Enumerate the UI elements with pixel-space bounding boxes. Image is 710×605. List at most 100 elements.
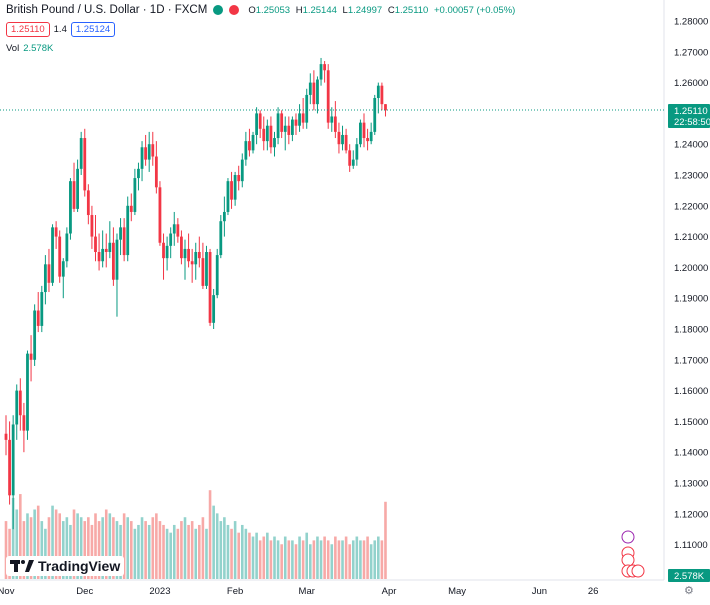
volume-bar (176, 528, 180, 579)
volume-bar (19, 494, 22, 579)
brand-name: TradingView (38, 558, 121, 574)
y-tick-label: 1.21000 (674, 232, 708, 243)
candle-body (294, 119, 298, 126)
volume-bar (301, 540, 305, 579)
candle-body (180, 236, 183, 259)
volume-bar (330, 544, 334, 579)
candle-body (240, 159, 244, 182)
volume-bar (165, 528, 169, 579)
candle-body (151, 144, 155, 157)
tradingview-logo[interactable]: TradingView (6, 556, 125, 576)
price-axis-panel (664, 0, 710, 600)
candle-body (341, 134, 344, 145)
candle-body (72, 181, 76, 209)
earnings-icon (621, 530, 635, 544)
volume-bar (362, 540, 366, 579)
y-tick-label: 1.12000 (674, 509, 708, 520)
candle-body (255, 113, 258, 135)
candle-body (79, 138, 83, 169)
low-label: L (342, 4, 348, 16)
candle-body (197, 252, 201, 259)
high-value: 1.25144 (302, 4, 337, 16)
candle-body (308, 82, 312, 95)
volume-bar (61, 521, 65, 579)
volume-bar (87, 517, 90, 579)
volume-badge (668, 569, 710, 582)
sell-button[interactable]: 1.25110 (6, 22, 50, 37)
candle-body (58, 236, 62, 277)
volume-bar (115, 521, 119, 579)
candle-body (108, 242, 112, 252)
volume-bar (180, 521, 183, 579)
volume-legend[interactable]: Vol 2.578K (6, 43, 53, 54)
y-tick-label: 1.14000 (674, 448, 708, 459)
volume-bar (112, 517, 115, 579)
volume-bar (369, 544, 373, 579)
candle-body (248, 141, 251, 151)
volume-bar (223, 517, 226, 579)
candle-body (291, 119, 294, 135)
candle-body (22, 415, 26, 431)
gear-icon[interactable]: ⚙ (684, 585, 694, 597)
candle-body (122, 227, 126, 256)
volume-bar (316, 536, 319, 579)
y-tick-label: 1.28000 (674, 17, 708, 28)
alert-icon[interactable] (229, 5, 240, 15)
candle-body (51, 227, 54, 283)
candle-body (47, 264, 51, 283)
symbol-title[interactable]: British Pound / U.S. Dollar · 1D · FXCM (6, 4, 208, 16)
y-tick-label: 1.27000 (674, 47, 708, 58)
buy-button[interactable]: 1.25124 (70, 22, 116, 37)
candle-body (222, 211, 226, 222)
candle-body (172, 224, 176, 234)
volume-bar (294, 544, 298, 579)
volume-bar (40, 521, 44, 579)
candle-body (265, 125, 269, 142)
x-tick-label: Apr (382, 586, 397, 597)
volume-bar (36, 505, 40, 579)
candle-body (115, 239, 119, 280)
candle-body (162, 242, 165, 259)
candle-body (11, 424, 15, 496)
volume-bar (251, 536, 255, 579)
volume-bar (83, 521, 87, 579)
volume-bar (334, 536, 337, 579)
volume-bar (108, 513, 112, 579)
volume-bar (326, 540, 330, 579)
volume-bar (280, 544, 283, 579)
x-tick-label: May (448, 586, 466, 597)
volume-bar (126, 517, 130, 579)
change-value: +0.00057 (+0.05%) (433, 4, 516, 16)
candle-body (61, 261, 65, 277)
volume-bar (172, 524, 176, 579)
candle-body (237, 175, 241, 182)
candle-body (305, 94, 309, 123)
volume-bar (79, 517, 83, 579)
volume-bar (348, 544, 351, 579)
volume-bar (312, 540, 316, 579)
candle-body (54, 227, 58, 237)
candle-body (319, 64, 323, 80)
volume-bar (319, 540, 323, 579)
candle-body (69, 181, 72, 234)
candle-body (369, 131, 373, 142)
volume-bar (262, 536, 266, 579)
candle-body (90, 215, 94, 237)
candle-body (215, 255, 219, 296)
volume-bar (240, 524, 244, 579)
countdown-value: 22:58:50 (674, 117, 710, 128)
volume-bar (69, 524, 72, 579)
candle-body (258, 113, 262, 129)
volume-bar (337, 540, 341, 579)
candle-body (348, 150, 352, 166)
y-tick-label: 1.16000 (674, 386, 708, 397)
volume-bar (341, 540, 344, 579)
volume-bar (44, 528, 47, 579)
symbol-legend: British Pound / U.S. Dollar · 1D · FXCM … (6, 4, 515, 16)
volume-bar (212, 505, 215, 579)
y-tick-label: 1.22000 (674, 201, 708, 212)
candle-body (140, 147, 144, 169)
low-value: 1.24997 (347, 4, 383, 16)
candle-body (287, 125, 291, 135)
